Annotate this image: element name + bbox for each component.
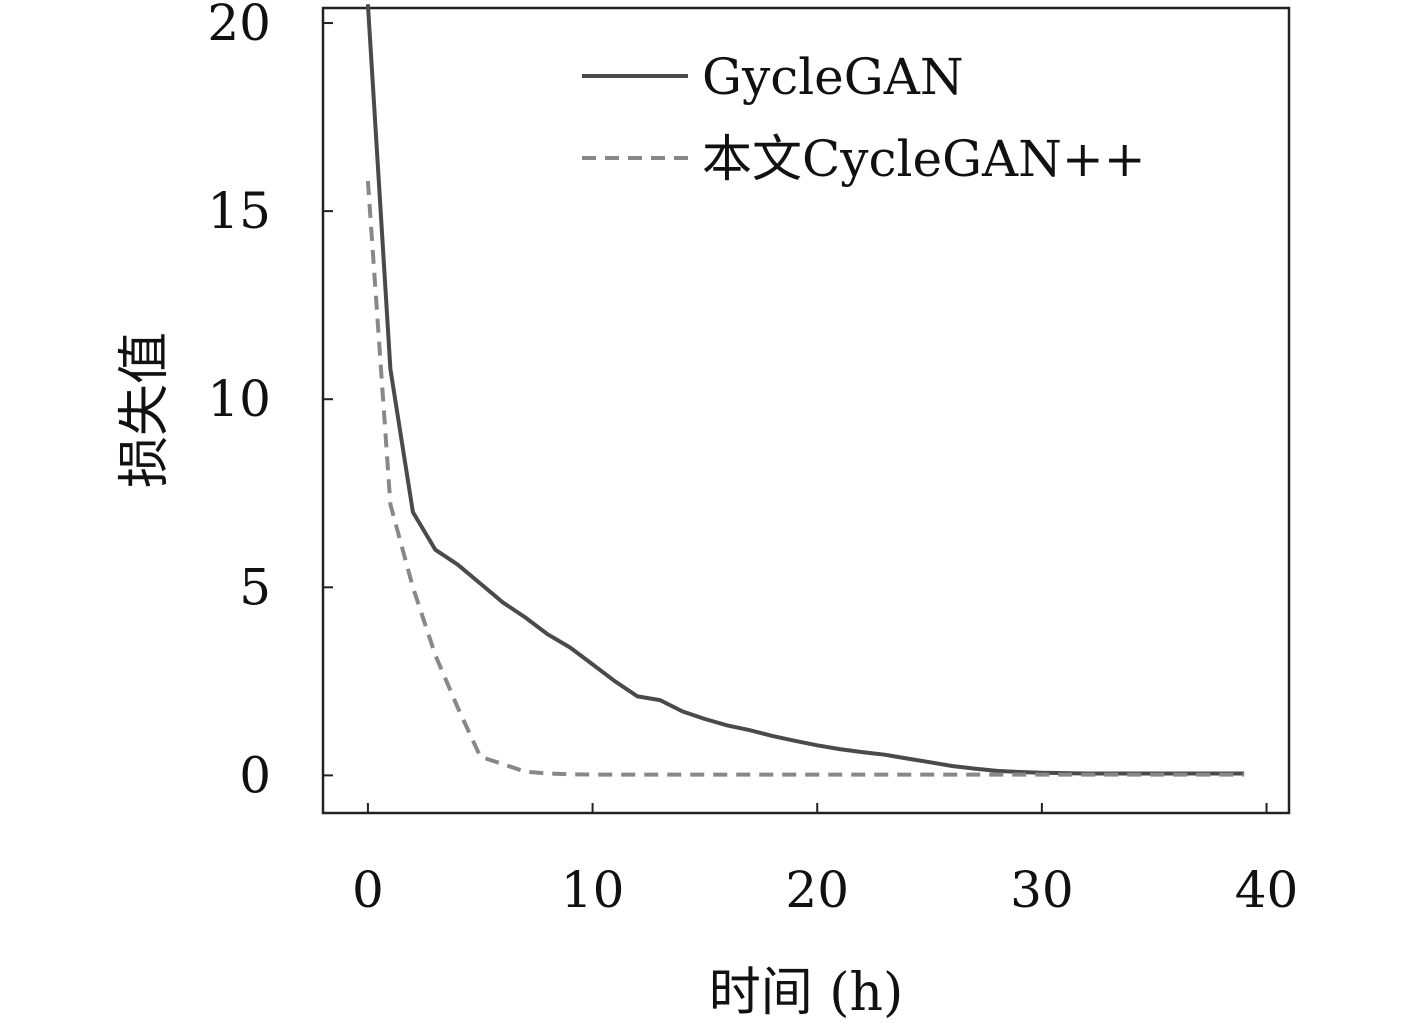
series-layer [365,4,1245,777]
x-axis: 0 10 20 30 40 [352,803,1298,919]
x-tick-label: 20 [785,861,849,919]
plot-area-frame [321,6,1291,815]
legend-label-2: 本文CycleGAN++ [702,130,1146,188]
y-tick-label: 10 [207,370,271,428]
y-tick-label: 20 [207,0,271,52]
x-axis-label: 时间 (h) [709,963,904,1023]
legend-label-1: GycleGAN [702,48,964,106]
legend: GycleGAN 本文CycleGAN++ [582,48,1146,188]
x-tick-label: 10 [561,861,625,919]
x-tick-label: 30 [1010,861,1074,919]
series-line-1 [365,4,1245,776]
y-tick-label: 0 [239,746,271,804]
y-tick-label: 5 [239,558,271,616]
y-axis-label: 损失值 [115,332,175,488]
x-tick-label: 0 [352,861,384,919]
y-tick-label: 15 [207,182,271,240]
series-line-2 [365,180,1245,777]
x-tick-label: 40 [1235,861,1299,919]
y-axis: 0 5 10 15 20 [207,0,333,804]
